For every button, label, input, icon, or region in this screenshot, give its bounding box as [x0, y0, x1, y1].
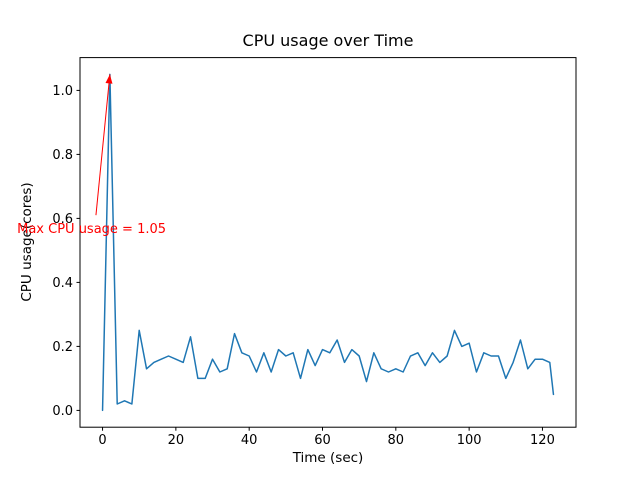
x-tick-label: 60 — [314, 433, 331, 448]
y-axis-label: CPU usage(cores) — [19, 182, 35, 301]
x-tick-label: 80 — [388, 433, 405, 448]
x-tick-label: 100 — [457, 433, 482, 448]
plot-generated-layer: 0 20 40 60 80 100 120 0.0 0.2 0.4 0.6 0.8 1.0 — [52, 57, 577, 448]
annotation-arrow — [95, 74, 111, 216]
x-tick-label: 0 — [98, 433, 106, 448]
y-tick-label: 0.4 — [52, 276, 73, 291]
annotation-arrowhead — [105, 74, 113, 84]
x-tick-label: 120 — [530, 433, 555, 448]
x-tick-label: 40 — [241, 433, 258, 448]
y-tick-label: 1.0 — [52, 84, 73, 99]
x-tick-label: 20 — [168, 433, 185, 448]
plot-border — [79, 57, 577, 428]
y-tick-label: 0.0 — [52, 404, 73, 419]
annotation-text: Max CPU usage = 1.05 — [17, 222, 166, 237]
x-axis-label: Time (sec) — [292, 450, 364, 466]
y-tick-label: 0.2 — [52, 340, 73, 355]
y-tick-label: 0.8 — [52, 148, 73, 163]
cpu-usage-line — [101, 73, 555, 412]
chart-title: CPU usage over Time — [243, 31, 414, 50]
y-tick-label: 0.6 — [52, 212, 73, 227]
